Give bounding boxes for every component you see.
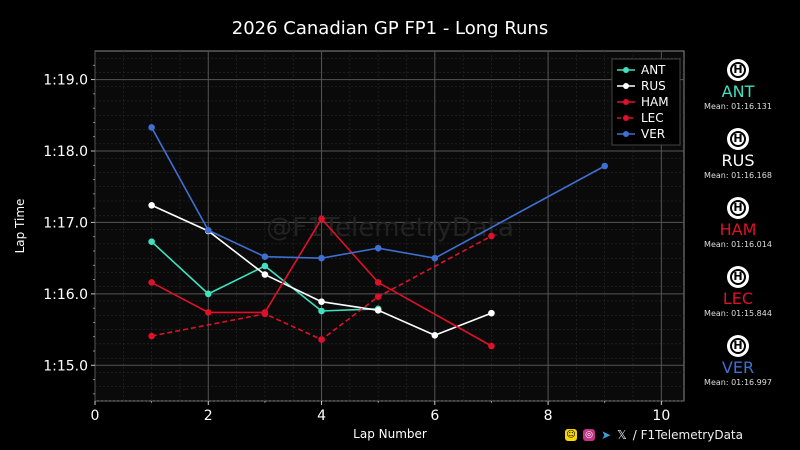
legend-item-lec: LEC	[617, 111, 664, 125]
y-tick-label: 1:19.0	[43, 73, 88, 89]
legend-item-ham: HAM	[617, 95, 669, 109]
driver-mean-time: Mean: 01:16.014	[704, 240, 772, 249]
data-point-ver	[148, 124, 155, 131]
series-layer	[148, 124, 609, 350]
data-point-lec	[374, 293, 382, 301]
data-point-rus	[431, 331, 439, 339]
legend-swatch-marker	[623, 83, 629, 89]
data-point-ham	[318, 215, 325, 223]
driver-card-ver: H VER Mean: 01:16.997	[700, 335, 776, 387]
series-lec	[148, 232, 495, 343]
driver-code: ANT	[721, 82, 755, 101]
driver-card-lec: H LEC Mean: 01:15.844	[700, 266, 776, 318]
y-tick-label: 1:15.0	[43, 358, 88, 374]
data-point-rus	[261, 271, 269, 278]
legend-label: RUS	[641, 79, 666, 93]
x-axis-label: Lap Number	[353, 427, 427, 441]
data-point-ver	[431, 254, 439, 262]
data-point-ham	[148, 279, 155, 286]
team-logo-icon: H	[727, 128, 749, 150]
legend-item-ant: ANT	[617, 63, 666, 77]
x-tick-label: 10	[652, 408, 670, 424]
data-point-ver	[374, 244, 382, 252]
data-point-lec	[488, 232, 495, 240]
team-logo-icon: H	[727, 335, 749, 357]
driver-code: VER	[721, 358, 755, 377]
data-point-ant	[148, 238, 155, 246]
data-point-ham	[488, 342, 495, 350]
x-icon[interactable]: 𝕏	[617, 428, 627, 442]
chart-title: 2026 Canadian GP FP1 - Long Runs	[231, 18, 549, 39]
driver-mean-time: Mean: 01:16.131	[704, 102, 772, 111]
legend-label: LEC	[641, 111, 664, 125]
series-line-ham	[151, 217, 492, 347]
driver-mean-time: Mean: 01:16.997	[704, 378, 772, 387]
legend-item-ver: VER	[617, 127, 665, 141]
driver-mean-time: Mean: 01:15.844	[704, 309, 772, 318]
data-point-ant	[261, 262, 269, 270]
data-point-lec	[148, 332, 155, 340]
axis-ticks: 0 2 4 6 8 10 1:15.0 1:16.0 1:17.0 1:18.0 1:19.0	[43, 64, 670, 424]
legend-swatch-marker	[623, 131, 629, 137]
series-ver	[148, 124, 609, 262]
data-point-lec	[261, 310, 269, 318]
x-tick-label: 0	[91, 408, 100, 424]
legend-label: HAM	[641, 95, 669, 109]
data-point-rus	[318, 298, 325, 306]
data-point-ham	[204, 309, 212, 316]
legend: ANT RUS HAM LEC VER	[611, 58, 681, 146]
driver-card-ham: H HAM Mean: 01:16.014	[700, 197, 776, 249]
driver-code: RUS	[721, 151, 755, 170]
legend-swatch-marker	[623, 67, 629, 73]
data-point-ver	[318, 254, 325, 262]
data-point-lec	[318, 336, 325, 343]
legend-item-rus: RUS	[617, 79, 666, 93]
x-tick-label: 2	[204, 408, 213, 424]
footer-handle: / F1TelemetryData	[632, 428, 743, 442]
driver-code: LEC	[722, 289, 754, 308]
snapchat-icon[interactable]: ☺	[565, 429, 577, 441]
team-logo-icon: H	[727, 266, 749, 288]
legend-label: ANT	[641, 63, 666, 77]
team-logo-icon: H	[727, 59, 749, 81]
team-logo-icon: H	[727, 197, 749, 219]
data-point-rus	[488, 309, 495, 317]
data-point-ham	[374, 279, 382, 286]
y-tick-label: 1:18.0	[43, 144, 88, 160]
x-tick-label: 6	[430, 408, 439, 424]
footer: ☺ ◎ ➤ 𝕏 / F1TelemetryData	[565, 428, 743, 442]
y-tick-label: 1:16.0	[43, 287, 88, 303]
data-point-ant	[318, 307, 325, 315]
x-tick-label: 8	[544, 408, 553, 424]
driver-mean-time: Mean: 01:16.168	[704, 171, 772, 180]
data-point-ver	[601, 162, 609, 170]
legend-swatch-marker	[623, 115, 629, 121]
y-axis-label: Lap Time	[13, 199, 27, 254]
watermark: @F1TelemetryData	[266, 213, 514, 243]
x-tick-label: 4	[317, 408, 326, 424]
legend-swatch-marker	[623, 99, 629, 105]
data-point-rus	[148, 201, 155, 209]
data-point-ver	[204, 226, 212, 234]
y-tick-label: 1:17.0	[43, 215, 88, 231]
plot-area	[94, 50, 685, 402]
driver-card-rus: H RUS Mean: 01:16.168	[700, 128, 776, 180]
driver-card-ant: H ANT Mean: 01:16.131	[700, 59, 776, 111]
instagram-icon[interactable]: ◎	[583, 429, 595, 441]
legend-label: VER	[641, 127, 665, 141]
data-point-ver	[261, 253, 269, 261]
data-point-rus	[374, 306, 382, 314]
driver-code: HAM	[719, 220, 757, 239]
data-point-ant	[204, 290, 212, 298]
telegram-icon[interactable]: ➤	[601, 428, 612, 442]
